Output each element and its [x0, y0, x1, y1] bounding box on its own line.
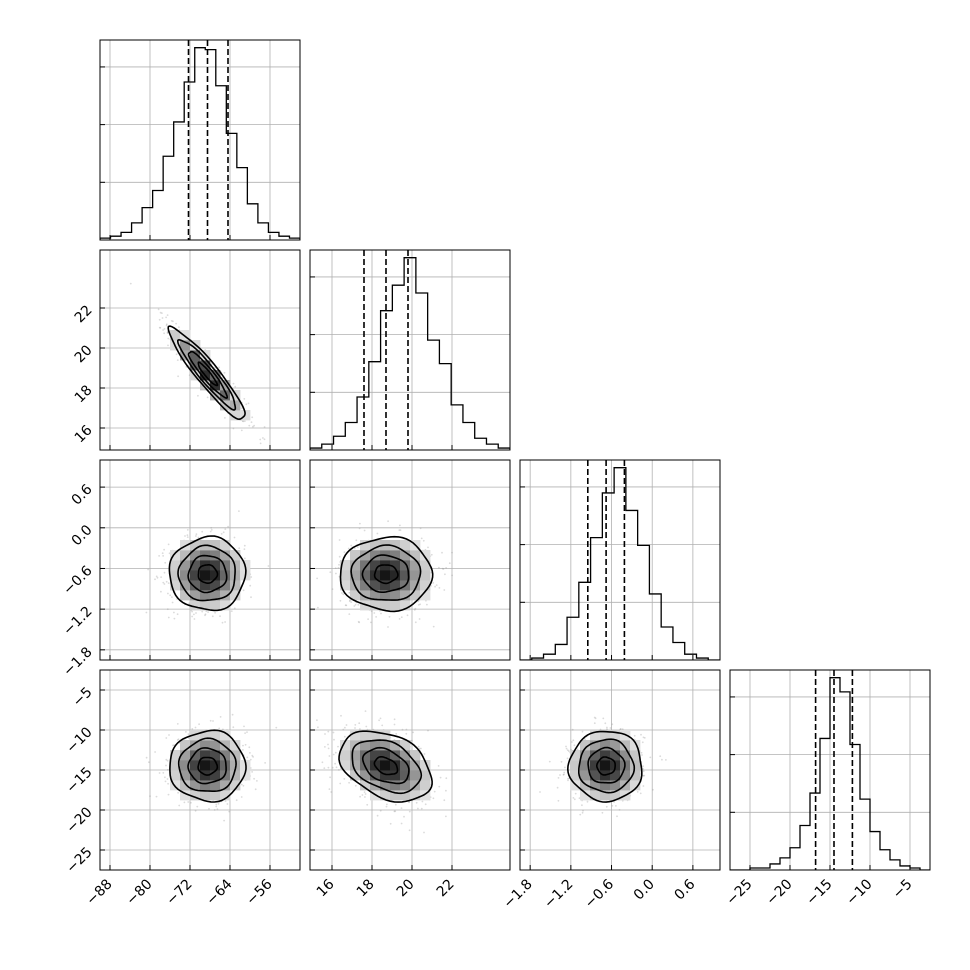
contour-3-2-1: [587, 746, 626, 784]
xtick-label-0-2: −72: [163, 876, 195, 908]
xtick-label-0-1: −80: [123, 876, 155, 908]
panel-2-2: [519, 459, 721, 661]
contour-2-0-1: [187, 554, 228, 594]
xtick-label-3-4: −5: [890, 876, 916, 902]
xtick-label-2-0: −1.8: [500, 876, 535, 911]
histogram-3: [730, 677, 930, 870]
ytick-label-3-2: −15: [63, 764, 95, 796]
histogram-0: [100, 47, 300, 240]
contour-3-2-3: [566, 730, 643, 803]
contour-3-1-1: [361, 746, 410, 785]
panel-frame-3-3: [729, 669, 931, 871]
contour-3-0-0: [197, 756, 219, 776]
panel-3-1: 16 18 20 22: [309, 669, 511, 900]
panel-0-0: [99, 39, 301, 241]
xtick-label-0-3: −64: [203, 876, 235, 908]
ytick-label-2-4: 0.6: [69, 481, 96, 508]
contour-2-0-3: [168, 535, 247, 612]
contour-1-0-3: [167, 325, 246, 421]
xtick-label-2-2: −0.6: [582, 876, 617, 911]
panel-frame-1-1: [309, 249, 511, 451]
contour-2-0-2: [177, 544, 236, 602]
contour-3-0-3: [169, 729, 247, 803]
ytick-label-1-1: 18: [72, 382, 96, 406]
histogram-2: [520, 467, 720, 660]
panel-3-2: −1.8 −1.2 −0.6 0.0 0.6: [500, 669, 721, 912]
ytick-label-2-1: −1.2: [60, 603, 95, 638]
panel-2-1: [309, 459, 511, 661]
xtick-label-2-4: 0.6: [671, 876, 698, 903]
xtick-label-2-1: −1.2: [541, 876, 576, 911]
contour-3-0-1: [187, 747, 227, 785]
contour-2-1-0: [373, 564, 399, 585]
contour-3-1-0: [373, 756, 399, 776]
ytick-label-3-1: −20: [63, 804, 95, 836]
contour-2-1-3: [339, 535, 434, 613]
panel-frame-1-0: [99, 249, 301, 451]
panel-frame-2-0: [99, 459, 301, 661]
contour-3-1-3: [338, 730, 433, 803]
panel-frame-2-2: [519, 459, 721, 661]
contour-2-1-2: [350, 544, 422, 601]
contour-2-0-0: [197, 564, 219, 584]
xtick-label-2-3: 0.0: [631, 876, 658, 903]
panel-frame-0-0: [99, 39, 301, 241]
panel-1-1: [309, 249, 511, 451]
xtick-label-3-3: −10: [843, 876, 875, 908]
contour-1-0-1: [187, 350, 228, 399]
ytick-label-2-3: 0.0: [69, 522, 96, 549]
xtick-label-0-4: −56: [243, 876, 275, 908]
xtick-label-1-2: 20: [394, 876, 418, 900]
xtick-label-1-1: 18: [354, 876, 378, 900]
ytick-label-2-2: −0.6: [60, 563, 95, 598]
xtick-label-3-0: −25: [723, 876, 755, 908]
panel-frame-3-1: [309, 669, 511, 871]
xtick-label-1-3: 22: [434, 876, 458, 900]
ytick-label-2-0: −1.8: [60, 644, 95, 679]
ytick-label-1-0: 16: [72, 422, 96, 446]
histogram-1: [310, 257, 510, 450]
xtick-label-3-2: −15: [803, 876, 835, 908]
panel-2-0: −1.8 −1.2 −0.6 0.0 0.6: [60, 459, 301, 680]
ytick-label-3-4: −5: [70, 684, 96, 710]
panel-3-3: −25 −20 −15 −10 −5: [723, 669, 931, 909]
contour-1-0-0: [197, 361, 219, 387]
panel-frame-3-2: [519, 669, 721, 871]
xtick-label-0-0: −88: [83, 876, 115, 908]
panel-3-0: −25 −20 −15 −10 −5 −88 −80 −72 −64 −56: [63, 669, 301, 909]
ytick-label-3-0: −25: [63, 844, 95, 876]
panel-frame-3-0: [99, 669, 301, 871]
contour-3-2-2: [578, 738, 636, 794]
ytick-label-1-2: 20: [72, 342, 96, 366]
contour-1-0-2: [177, 338, 237, 411]
ytick-label-1-3: 22: [72, 302, 96, 326]
contour-3-1-2: [351, 739, 423, 795]
panel-frame-2-1: [309, 459, 511, 661]
density-1-0: [170, 330, 251, 421]
xtick-label-1-0: 16: [314, 876, 338, 900]
contour-3-2-0: [596, 756, 617, 776]
xtick-label-3-1: −20: [763, 876, 795, 908]
ytick-label-3-3: −10: [63, 724, 95, 756]
panel-1-0: 16 18 20 22: [72, 249, 301, 451]
contour-3-0-2: [177, 737, 237, 792]
contour-2-1-1: [361, 554, 410, 593]
density-2-0: [170, 540, 251, 611]
density-3-1: [340, 730, 431, 801]
